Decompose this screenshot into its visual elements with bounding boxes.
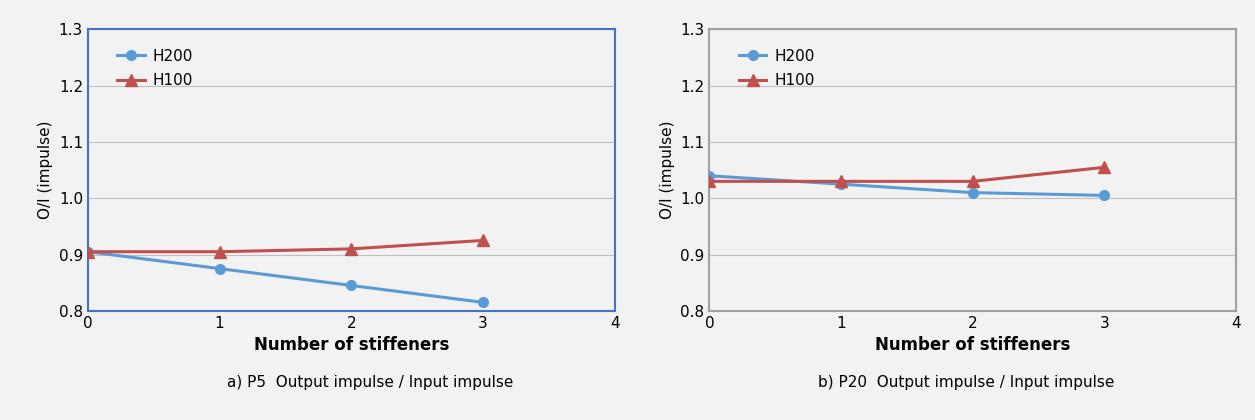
H200	[965, 190, 980, 195]
Y-axis label: O/I (impulse): O/I (impulse)	[660, 121, 675, 219]
H100	[212, 249, 227, 254]
H100	[833, 179, 848, 184]
X-axis label: Number of stiffeners: Number of stiffeners	[254, 336, 449, 354]
Line: H100: H100	[704, 162, 1109, 187]
Line: H100: H100	[83, 235, 488, 257]
H200	[212, 266, 227, 271]
H100	[476, 238, 491, 243]
H100	[965, 179, 980, 184]
Text: a) P5  Output impulse / Input impulse: a) P5 Output impulse / Input impulse	[227, 375, 513, 390]
H100	[702, 179, 717, 184]
H100	[80, 249, 95, 254]
Line: H200: H200	[83, 247, 488, 307]
Text: b) P20  Output impulse / Input impulse: b) P20 Output impulse / Input impulse	[818, 375, 1114, 390]
Legend: H200, H100: H200, H100	[733, 43, 821, 94]
H200	[1097, 193, 1112, 198]
H200	[833, 182, 848, 187]
H200	[80, 249, 95, 254]
X-axis label: Number of stiffeners: Number of stiffeners	[875, 336, 1071, 354]
Y-axis label: O/I (impulse): O/I (impulse)	[38, 121, 53, 219]
Legend: H200, H100: H200, H100	[112, 43, 200, 94]
H200	[476, 300, 491, 305]
H200	[344, 283, 359, 288]
H100	[344, 247, 359, 252]
H100	[1097, 165, 1112, 170]
Line: H200: H200	[704, 171, 1109, 200]
H200	[702, 173, 717, 178]
